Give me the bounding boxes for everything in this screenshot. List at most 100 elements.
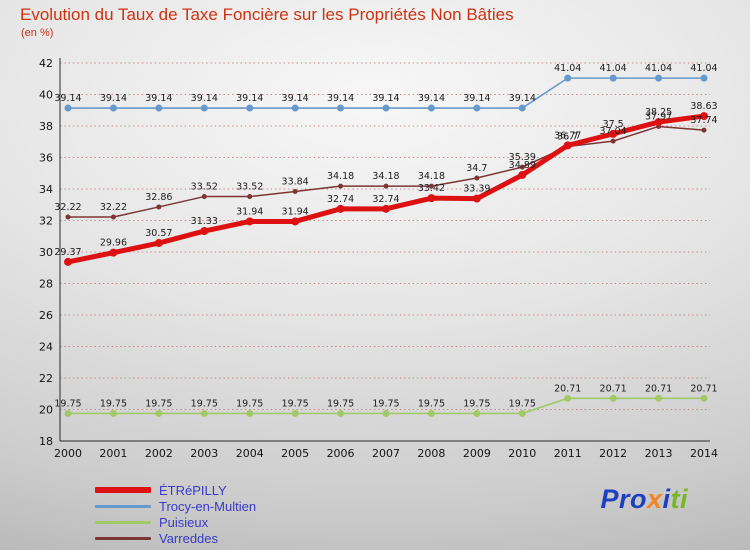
svg-text:19.75: 19.75	[509, 398, 536, 409]
svg-text:39.14: 39.14	[145, 93, 172, 104]
chart-legend: ÉTRéPILLY Trocy-en-Multien Puisieux Varr…	[95, 482, 256, 546]
svg-text:26: 26	[39, 309, 53, 322]
svg-text:20.71: 20.71	[645, 383, 672, 394]
svg-text:2012: 2012	[599, 447, 627, 460]
svg-text:31.33: 31.33	[191, 216, 218, 227]
svg-text:2003: 2003	[190, 447, 218, 460]
svg-text:2002: 2002	[145, 447, 173, 460]
svg-text:41.04: 41.04	[600, 63, 627, 74]
svg-text:40: 40	[39, 89, 53, 102]
legend-label-puisieux: Puisieux	[159, 514, 209, 530]
svg-text:34: 34	[39, 183, 53, 196]
svg-text:29.96: 29.96	[100, 238, 127, 249]
svg-text:19.75: 19.75	[145, 398, 172, 409]
svg-text:36.7: 36.7	[557, 131, 578, 142]
svg-text:20.71: 20.71	[600, 383, 627, 394]
legend-swatch-trocy-en-multien	[95, 504, 151, 508]
svg-text:19.75: 19.75	[327, 398, 354, 409]
svg-text:31.94: 31.94	[236, 206, 263, 217]
svg-text:19.75: 19.75	[54, 398, 81, 409]
svg-text:41.04: 41.04	[690, 63, 717, 74]
svg-text:20.71: 20.71	[554, 383, 581, 394]
svg-text:39.14: 39.14	[54, 93, 81, 104]
legend-swatch-puisieux	[95, 520, 151, 524]
svg-text:2008: 2008	[417, 447, 445, 460]
svg-text:30: 30	[39, 246, 53, 259]
svg-text:19.75: 19.75	[463, 398, 490, 409]
svg-text:20.71: 20.71	[690, 383, 717, 394]
svg-text:37.97: 37.97	[645, 111, 672, 122]
svg-text:2007: 2007	[372, 447, 400, 460]
svg-text:31.94: 31.94	[282, 206, 309, 217]
svg-text:24: 24	[39, 341, 53, 354]
proxiti-logo: Proxiti	[600, 484, 688, 514]
svg-text:28: 28	[39, 278, 53, 291]
svg-text:32.86: 32.86	[145, 192, 172, 203]
svg-text:36: 36	[39, 152, 53, 165]
svg-text:19.75: 19.75	[191, 398, 218, 409]
svg-text:38.63: 38.63	[690, 101, 717, 112]
svg-text:42: 42	[39, 57, 53, 70]
svg-text:2004: 2004	[236, 447, 264, 460]
svg-text:19.75: 19.75	[372, 398, 399, 409]
svg-text:34.18: 34.18	[418, 171, 445, 182]
svg-text:2013: 2013	[645, 447, 673, 460]
svg-text:2006: 2006	[327, 447, 355, 460]
svg-text:39.14: 39.14	[236, 93, 263, 104]
svg-text:19.75: 19.75	[418, 398, 445, 409]
svg-text:34.7: 34.7	[466, 163, 487, 174]
svg-text:34.18: 34.18	[372, 171, 399, 182]
chart-plot-area: 18 20 22 24 26 28 30 32 34 36 38 40 42 2000 2001 2002 20…	[39, 57, 718, 460]
svg-text:37.5: 37.5	[603, 119, 624, 130]
svg-text:35.39: 35.39	[509, 152, 536, 163]
svg-text:34.18: 34.18	[327, 171, 354, 182]
svg-text:33.52: 33.52	[236, 182, 263, 193]
svg-text:2011: 2011	[554, 447, 582, 460]
svg-text:30.57: 30.57	[145, 228, 172, 239]
svg-text:32: 32	[39, 215, 53, 228]
svg-text:34.89: 34.89	[509, 160, 536, 171]
svg-text:2014: 2014	[690, 447, 718, 460]
svg-text:2009: 2009	[463, 447, 491, 460]
svg-text:2005: 2005	[281, 447, 309, 460]
svg-text:39.14: 39.14	[372, 93, 399, 104]
svg-text:39.14: 39.14	[327, 93, 354, 104]
svg-text:39.14: 39.14	[191, 93, 218, 104]
svg-text:32.22: 32.22	[100, 202, 127, 213]
legend-label-varreddes: Varreddes	[159, 530, 219, 546]
svg-text:18: 18	[39, 435, 53, 448]
svg-text:32.22: 32.22	[54, 202, 81, 213]
svg-text:2000: 2000	[54, 447, 82, 460]
legend-item-puisieux: Puisieux	[95, 514, 256, 530]
svg-text:29.37: 29.37	[54, 247, 81, 258]
svg-text:38.25: 38.25	[645, 107, 672, 118]
legend-item-varreddes: Varreddes	[95, 530, 256, 546]
svg-text:41.04: 41.04	[645, 63, 672, 74]
svg-text:33.39: 33.39	[463, 184, 490, 195]
legend-label-trocy-en-multien: Trocy-en-Multien	[159, 498, 257, 514]
svg-text:37.74: 37.74	[690, 115, 717, 126]
svg-text:2001: 2001	[99, 447, 127, 460]
svg-text:20: 20	[39, 404, 53, 417]
svg-text:37.04: 37.04	[600, 126, 627, 137]
legend-swatch-etrepilly	[95, 487, 151, 493]
svg-text:41.04: 41.04	[554, 63, 581, 74]
svg-text:33.52: 33.52	[191, 182, 218, 193]
chart-title: Evolution du Taux de Taxe Foncière sur l…	[20, 5, 514, 24]
legend-label-etrepilly: ÉTRéPILLY	[159, 482, 227, 498]
svg-text:2010: 2010	[508, 447, 536, 460]
svg-text:33.84: 33.84	[282, 177, 309, 188]
svg-text:32.74: 32.74	[327, 194, 354, 205]
svg-text:38: 38	[39, 120, 53, 133]
legend-item-etrepilly: ÉTRéPILLY	[95, 482, 256, 498]
legend-swatch-varreddes	[95, 536, 151, 540]
svg-text:33.42: 33.42	[418, 183, 445, 194]
chart-subtitle: (en %)	[21, 27, 54, 39]
svg-text:19.75: 19.75	[100, 398, 127, 409]
svg-text:39.14: 39.14	[282, 93, 309, 104]
svg-text:22: 22	[39, 372, 53, 385]
svg-text:39.14: 39.14	[509, 93, 536, 104]
legend-item-trocy-en-multien: Trocy-en-Multien	[95, 498, 256, 514]
svg-text:32.74: 32.74	[372, 194, 399, 205]
